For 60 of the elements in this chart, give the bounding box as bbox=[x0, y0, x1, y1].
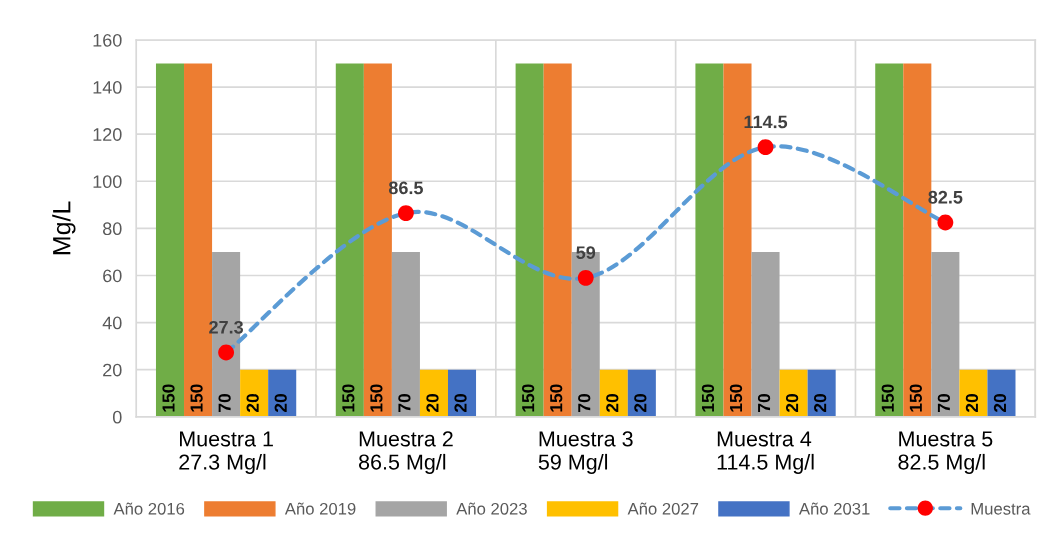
data-label: 150 bbox=[342, 384, 355, 412]
data-label: 20 bbox=[246, 394, 259, 413]
data-label: 20 bbox=[606, 394, 619, 413]
legend-label: Año 2031 bbox=[798, 502, 870, 515]
legend-label: Año 2016 bbox=[113, 502, 185, 515]
y-tick-label: 40 bbox=[102, 316, 122, 330]
bar bbox=[391, 251, 420, 417]
data-label: 70 bbox=[578, 394, 591, 412]
y-tick-label: 60 bbox=[103, 269, 122, 283]
data-label: 20 bbox=[993, 394, 1007, 413]
x-tick-label: Muestra 1 27.3 Mg/l bbox=[179, 431, 273, 474]
legend-label: Año 2023 bbox=[456, 502, 527, 515]
data-label: 20 bbox=[454, 394, 467, 413]
data-label: 20 bbox=[814, 394, 827, 413]
data-label: 150 bbox=[909, 384, 922, 412]
data-label: 20 bbox=[785, 394, 799, 413]
x-tick-label: Muestra 4 114.5 Mg/l bbox=[717, 431, 814, 474]
point bbox=[218, 344, 235, 361]
y-axis-title: Mg/L bbox=[52, 201, 76, 255]
bar bbox=[751, 251, 780, 417]
y-tick-label: 160 bbox=[93, 33, 122, 47]
y-tick-label: 140 bbox=[93, 81, 122, 94]
y-tick-label: 80 bbox=[103, 222, 122, 236]
legend-label: Año 2027 bbox=[627, 502, 699, 515]
point bbox=[937, 214, 954, 231]
data-label: 150 bbox=[370, 384, 383, 412]
legend-label: Año 2019 bbox=[284, 502, 356, 515]
y-tick-label: 100 bbox=[93, 175, 122, 189]
bar bbox=[931, 251, 960, 417]
x-tick-label: Muestra 2 86.5 Mg/l bbox=[359, 431, 453, 474]
y-tick-label: 20 bbox=[103, 363, 122, 377]
data-label: 150 bbox=[881, 384, 894, 412]
data-label: 70 bbox=[218, 394, 231, 412]
bar bbox=[695, 63, 724, 417]
data-label: 20 bbox=[274, 394, 287, 413]
bar bbox=[335, 63, 364, 417]
data-label: 150 bbox=[162, 384, 175, 412]
data-label: 70 bbox=[398, 394, 411, 412]
x-tick-label: Muestra 5 82.5 Mg/l bbox=[898, 431, 993, 474]
data-label: 150 bbox=[550, 384, 563, 412]
data-label: 150 bbox=[701, 384, 715, 412]
data-label: 20 bbox=[634, 394, 647, 413]
point bbox=[398, 205, 414, 221]
data-label: 150 bbox=[729, 384, 743, 412]
data-label: 150 bbox=[190, 384, 203, 412]
data-label: 20 bbox=[426, 394, 439, 413]
point bbox=[577, 269, 594, 286]
bar bbox=[155, 63, 185, 417]
bar bbox=[515, 63, 544, 417]
x-tick-label: Muestra 3 59 Mg/l bbox=[538, 431, 633, 474]
bar bbox=[875, 63, 904, 417]
y-tick-label: 0 bbox=[112, 410, 122, 424]
bar bbox=[543, 63, 572, 417]
data-label: 150 bbox=[522, 384, 535, 412]
legend-label: Muestra bbox=[971, 503, 1031, 515]
y-tick-label: 120 bbox=[93, 128, 122, 141]
point bbox=[757, 139, 774, 156]
data-label: 20 bbox=[965, 394, 979, 413]
data-label: 70 bbox=[937, 394, 951, 412]
data-label: 70 bbox=[757, 394, 771, 412]
